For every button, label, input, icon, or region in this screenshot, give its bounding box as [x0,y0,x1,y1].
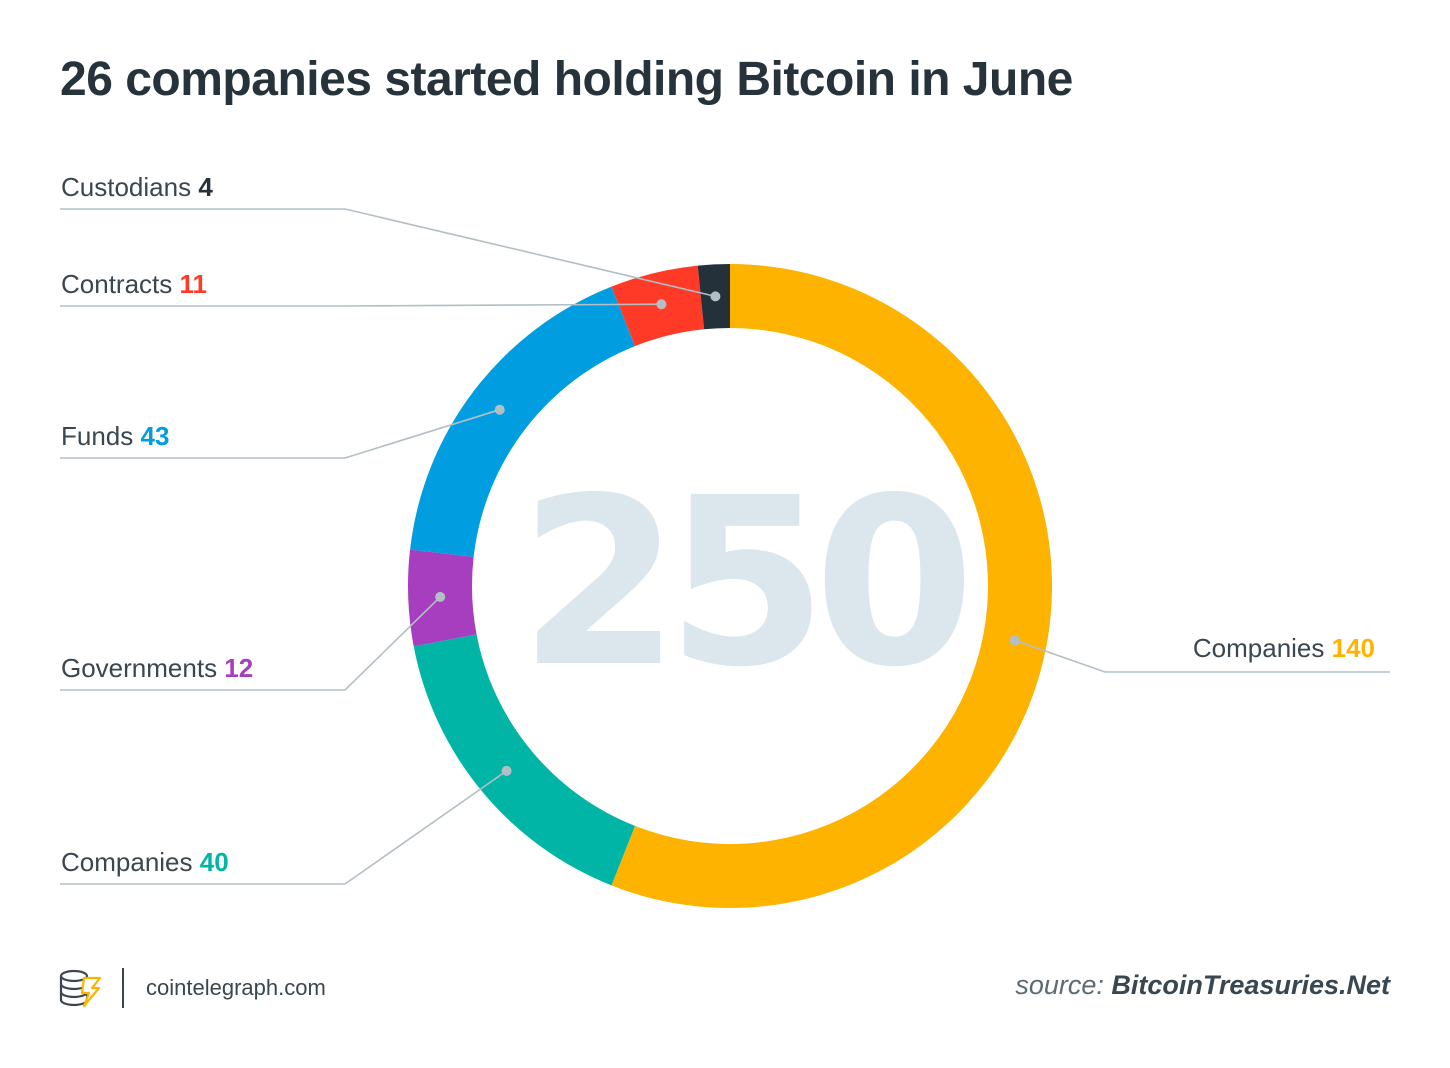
slice-label-name: Companies [1193,633,1332,663]
leader-dot [1009,635,1020,646]
slice-label-name: Contracts [61,269,180,299]
donut-slice [413,634,636,886]
slice-label: Companies 140 [1193,633,1375,663]
leader-dot [501,765,512,776]
slice-label: Funds 43 [61,421,169,451]
slice-label-name: Companies [61,847,200,877]
leader-line [60,596,441,691]
slice-label-value: 12 [224,653,253,683]
source-name: BitcoinTreasuries.Net [1111,970,1390,1000]
footer-brand: cointelegraph.com [58,966,326,1010]
slice-label: Companies 40 [61,847,229,877]
slice-label: Contracts 11 [61,269,207,299]
leader-line [60,770,508,885]
slice-label-name: Funds [61,421,141,451]
slice-label-name: Custodians [61,172,198,202]
site-name: cointelegraph.com [146,975,326,1000]
chart-title: 26 companies started holding Bitcoin in … [60,53,1073,106]
leader-dot [494,404,505,415]
donut-slice [611,264,1052,908]
slice-label-name: Governments [61,653,224,683]
slice-label-value: 43 [141,421,170,451]
leader-line [1014,639,1390,673]
slice-label-value: 40 [200,847,229,877]
source-prefix: source: [1015,970,1112,1000]
leader-line [60,408,500,459]
cointelegraph-logo-icon [59,969,102,1008]
leader-dot [710,291,721,302]
leader-dot [656,299,667,310]
leader-line [60,208,716,298]
slice-label: Governments 12 [61,653,253,683]
slice-label-value: 4 [198,172,213,202]
leader-line [60,303,662,307]
slices-layer [408,264,1052,908]
donut-slice [410,286,636,557]
slice-label: Custodians 4 [61,172,213,202]
footer-divider [122,968,124,1008]
leader-dot [435,591,446,602]
center-total-label: 250 [519,448,965,718]
slice-label-value: 11 [180,269,208,299]
slice-label-value: 140 [1332,633,1375,663]
source-credit: source: BitcoinTreasuries.Net [1015,970,1390,1001]
leader-lines-layer [60,208,1390,885]
